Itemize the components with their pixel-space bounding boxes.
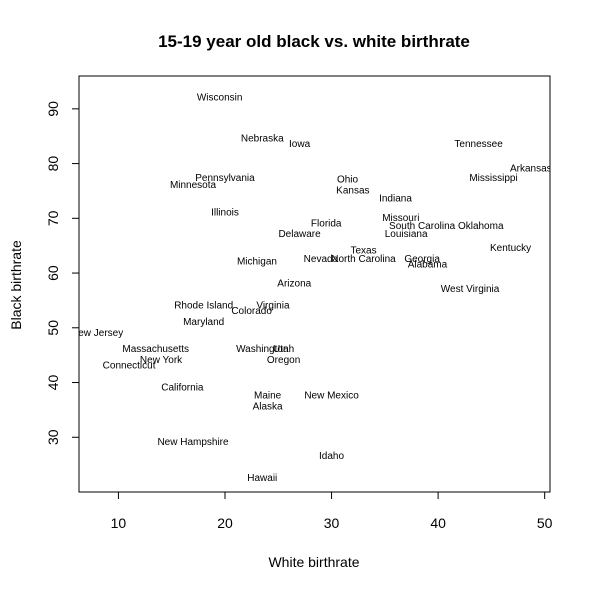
x-tick-label: 30 — [324, 515, 340, 531]
point-label: Kansas — [336, 185, 369, 196]
point-label: South Carolina — [389, 221, 456, 232]
x-tick-label: 50 — [537, 515, 553, 531]
point-label: Utah — [273, 344, 294, 355]
point-label: Alabama — [408, 259, 448, 270]
point-label: Iowa — [289, 139, 311, 150]
y-tick-label: 50 — [45, 320, 61, 336]
point-label: California — [161, 383, 204, 394]
point-label: Oklahoma — [458, 221, 504, 232]
y-tick-label: 80 — [45, 156, 61, 172]
y-axis-label: Black birthrate — [8, 240, 24, 330]
point-label: Delaware — [278, 229, 321, 240]
y-tick-label: 30 — [45, 429, 61, 445]
point-label: Michigan — [237, 257, 277, 268]
point-label: Georgia — [404, 254, 440, 265]
point-label: Maine — [254, 391, 282, 402]
point-label: Virginia — [256, 300, 290, 311]
point-label: Mississippi — [469, 173, 517, 184]
point-label: Oregon — [267, 355, 300, 366]
point-label: Hawaii — [247, 473, 277, 484]
point-label: Arizona — [277, 279, 311, 290]
point-label: Texas — [350, 246, 376, 257]
point-label: New Mexico — [304, 391, 359, 402]
x-tick-label: 40 — [430, 515, 446, 531]
point-label: New Hampshire — [157, 437, 229, 448]
point-label: Kentucky — [490, 243, 531, 254]
point-label: Wisconsin — [197, 92, 243, 103]
y-tick-label: 40 — [45, 375, 61, 391]
point-label: Arkansas — [510, 164, 552, 175]
point-label: Ohio — [337, 175, 359, 186]
point-label: New Jersey — [71, 328, 123, 339]
point-label: Nevada — [304, 254, 339, 265]
y-tick-label: 70 — [45, 210, 61, 226]
point-label: Nebraska — [241, 133, 284, 144]
point-label: Florida — [311, 218, 342, 229]
y-tick-label: 90 — [45, 101, 61, 117]
point-label: Louisiana — [385, 229, 428, 240]
x-tick-label: 20 — [217, 515, 233, 531]
point-label: Indiana — [379, 194, 412, 205]
point-label: Alaska — [253, 402, 283, 413]
point-label: West Virginia — [441, 284, 500, 295]
point-label: Illinois — [211, 207, 239, 218]
point-label: Washington — [236, 344, 288, 355]
point-label: Idaho — [319, 451, 344, 462]
point-label: Connecticut — [103, 361, 156, 372]
y-tick-label: 60 — [45, 265, 61, 281]
point-label: Tennessee — [454, 139, 503, 150]
x-axis-label: White birthrate — [268, 554, 359, 570]
x-axis: 10 20 30 40 50 — [111, 491, 553, 531]
x-tick-label: 10 — [111, 515, 127, 531]
point-label: Massachusetts — [122, 344, 189, 355]
point-label: Pennsylvania — [195, 173, 255, 184]
chart-title: 15-19 year old black vs. white birthrate — [158, 32, 470, 51]
point-label: Rhode Island — [174, 300, 233, 311]
point-label: New York — [140, 355, 183, 366]
point-label: Maryland — [183, 317, 224, 328]
point-label: Missouri — [382, 213, 419, 224]
point-label: Colorado — [231, 306, 272, 317]
point-label: North Carolina — [331, 254, 396, 265]
point-label: Minnesota — [170, 180, 217, 191]
y-axis: 30 40 50 60 70 80 90 — [45, 101, 80, 445]
